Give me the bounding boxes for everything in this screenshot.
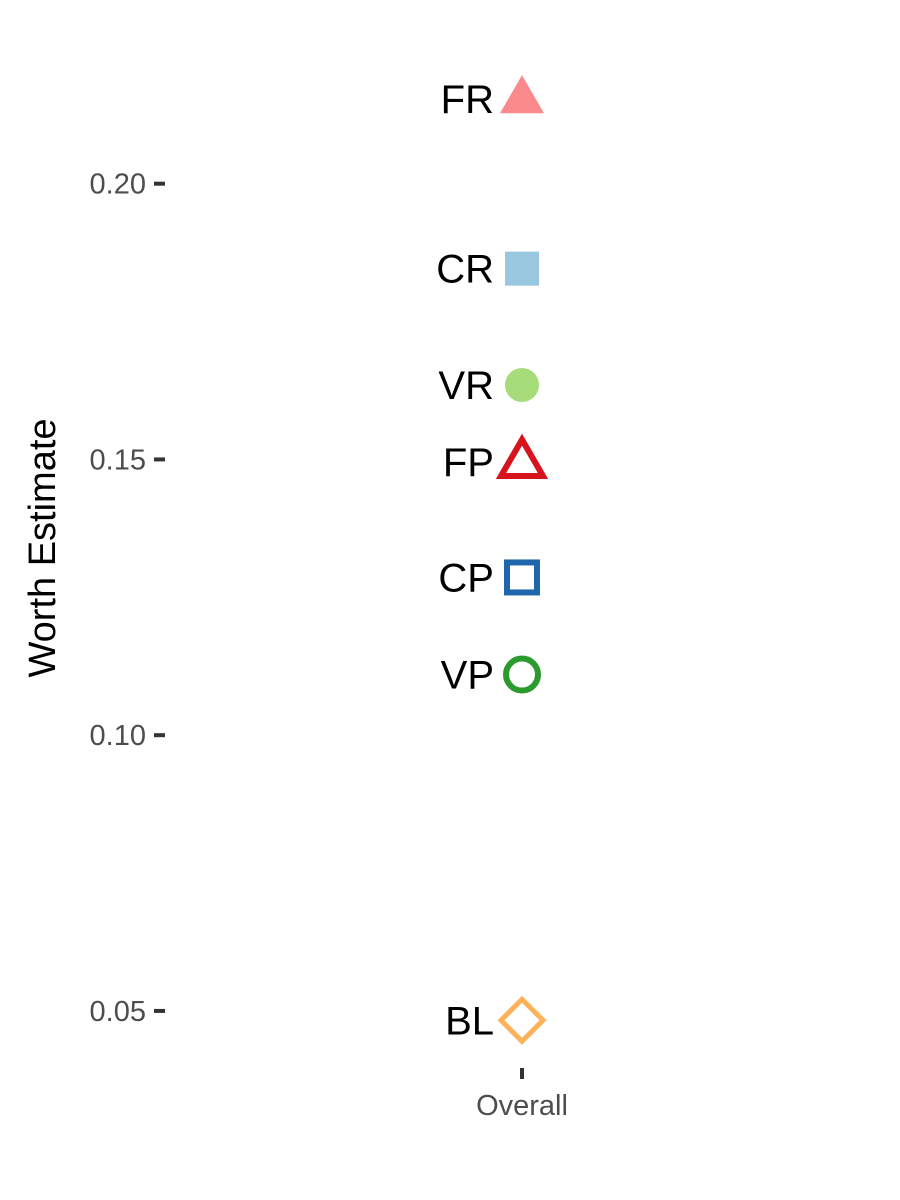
x-tick-label: Overall	[476, 1090, 568, 1122]
point-fr-label: FR	[441, 78, 494, 122]
y-tick-label: 0.20	[90, 169, 146, 201]
point-fr-marker	[500, 75, 544, 114]
point-cr-marker	[505, 251, 539, 286]
y-axis-title: Worth Estimate	[22, 418, 64, 677]
data-points: FR CR VR FP CP VP BL	[436, 75, 549, 1045]
point-vp-marker	[503, 655, 541, 694]
point-fp-marker	[495, 433, 549, 480]
point-bl-label: BL	[445, 999, 494, 1043]
point-cr-label: CR	[436, 248, 494, 292]
y-tick-label: 0.05	[90, 996, 146, 1028]
x-axis: Overall	[476, 1068, 568, 1122]
point-cp-label: CP	[438, 556, 494, 600]
point-bl-marker	[497, 995, 547, 1045]
point-vp-label: VP	[441, 654, 494, 698]
y-axis: 0.05 0.10 0.15 0.20	[90, 169, 165, 1028]
point-vr-label: VR	[438, 364, 494, 408]
point-vr-marker	[505, 367, 539, 402]
y-tick-label: 0.10	[90, 720, 146, 752]
point-cp-marker	[504, 559, 540, 596]
point-fp-label: FP	[443, 441, 494, 485]
y-tick-label: 0.15	[90, 444, 146, 476]
